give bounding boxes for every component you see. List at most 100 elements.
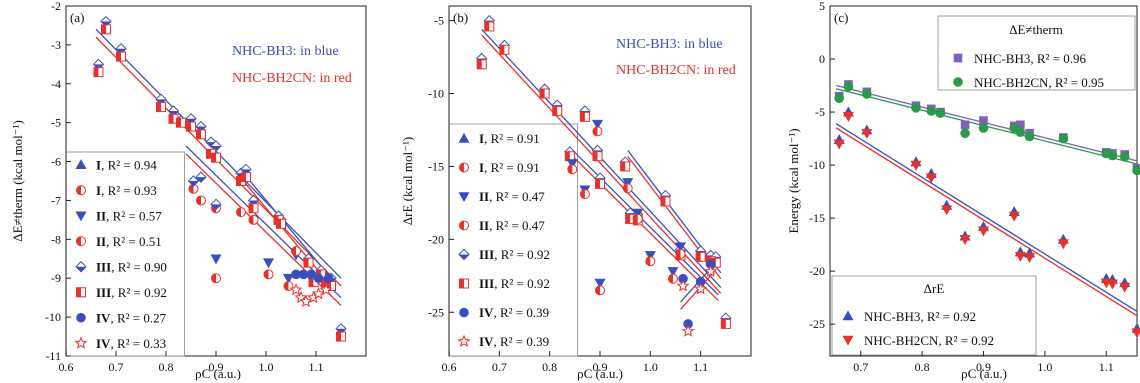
data-point xyxy=(579,111,590,122)
data-point xyxy=(476,59,487,70)
legend: I, R² = 0.91 I, R² = 0.91 II, R² = 0.47 II,… xyxy=(449,123,578,357)
legend: I, R² = 0.94 I, R² = 0.93 II, R² = 0.57 II,… xyxy=(66,151,185,357)
x-tick-label: 0.8 xyxy=(542,360,557,374)
y-tick-label: -10 xyxy=(45,310,61,324)
data-point xyxy=(306,269,316,280)
data-point xyxy=(660,196,671,207)
data-point xyxy=(567,164,578,175)
data-point xyxy=(1131,328,1140,339)
data-point xyxy=(156,102,166,113)
legend-marker xyxy=(74,336,88,349)
data-point xyxy=(1014,252,1026,262)
y-tick-label: -2 xyxy=(51,0,61,13)
data-point xyxy=(196,129,206,140)
x-axis-label: ρC (a.u.) xyxy=(961,366,1007,381)
legend-marker xyxy=(458,132,470,143)
data-point xyxy=(336,331,346,342)
data-point xyxy=(210,198,222,211)
data-point xyxy=(911,103,921,113)
data-point xyxy=(595,178,605,189)
data-point xyxy=(1024,131,1035,142)
data-point xyxy=(303,257,314,268)
legend-label: I, R² = 0.93 xyxy=(96,183,157,198)
data-point xyxy=(1107,150,1118,161)
legend-marker xyxy=(458,248,470,261)
legend-marker xyxy=(76,287,86,298)
data-point xyxy=(592,151,603,162)
legend-marker xyxy=(953,53,963,63)
data-point xyxy=(211,273,221,284)
fit-line xyxy=(835,127,1138,317)
data-point xyxy=(312,286,325,300)
data-point xyxy=(595,285,605,296)
data-point xyxy=(960,120,970,130)
color-note-blue: NHC-BH3: in blue xyxy=(232,44,339,59)
legend-marker xyxy=(75,261,87,273)
x-tick-label: 1.0 xyxy=(1037,360,1052,374)
data-point xyxy=(959,235,971,245)
legend-label: II, R² = 0.47 xyxy=(479,218,545,233)
legend-marker xyxy=(76,312,86,323)
data-point xyxy=(675,242,687,253)
data-point xyxy=(622,178,634,189)
legend-top: ΔE≠therm NHC-BH3, R² = 0.96 NHC-BH2CN, R² … xyxy=(937,15,1136,91)
legend-title: ΔE≠therm xyxy=(1009,22,1063,37)
x-axis-label: ρC (a.u.) xyxy=(195,366,241,381)
legend-marker xyxy=(457,334,471,348)
y-axis-label: ΔrE (kcal mol⁻¹) xyxy=(400,137,415,225)
y-tick-label: -15 xyxy=(428,159,444,173)
x-tick-label: 1.1 xyxy=(309,360,324,374)
legend-marker xyxy=(842,335,854,346)
data-point xyxy=(291,246,301,256)
legend-marker xyxy=(953,77,963,87)
x-tick-label: 0.9 xyxy=(209,360,224,374)
data-point xyxy=(720,318,731,329)
data-point xyxy=(335,323,347,335)
legend-label: III, R² = 0.92 xyxy=(479,247,550,262)
data-point xyxy=(1119,151,1130,162)
y-tick-label: -6 xyxy=(51,155,61,169)
data-point xyxy=(276,218,286,229)
data-point xyxy=(667,273,678,284)
legend-label: II, R² = 0.51 xyxy=(96,234,162,249)
x-tick-label: 0.7 xyxy=(853,360,868,374)
data-point xyxy=(910,160,922,171)
data-point xyxy=(978,123,989,133)
data-point xyxy=(101,24,111,35)
legend-label: III, R² = 0.92 xyxy=(96,285,167,300)
data-point xyxy=(1057,239,1069,250)
data-point xyxy=(240,163,252,176)
data-point xyxy=(1024,253,1036,263)
data-point xyxy=(282,273,295,284)
legend-marker xyxy=(459,162,469,173)
legend-marker xyxy=(459,220,469,231)
data-point xyxy=(186,121,196,132)
data-point xyxy=(1058,133,1069,144)
data-point xyxy=(176,117,186,128)
data-point xyxy=(1132,165,1140,176)
panel-label: (c) xyxy=(834,10,848,25)
data-point xyxy=(319,283,333,296)
data-point xyxy=(694,282,708,295)
data-point xyxy=(167,105,180,117)
data-point xyxy=(695,251,706,262)
data-point xyxy=(539,88,550,99)
data-point xyxy=(676,279,690,292)
data-point xyxy=(667,267,679,278)
legend-label: IV, R² = 0.27 xyxy=(96,310,167,325)
x-tick-label: 0.7 xyxy=(492,360,507,374)
data-point xyxy=(979,116,988,125)
y-tick-label: -3 xyxy=(51,38,61,52)
data-point xyxy=(861,128,873,139)
data-point xyxy=(1008,211,1020,222)
legend-label: III, R² = 0.90 xyxy=(96,259,167,274)
data-point xyxy=(499,44,510,55)
legend-title: ΔrE xyxy=(924,281,945,296)
data-point xyxy=(620,161,631,172)
x-tick-label: 1.1 xyxy=(1099,360,1114,374)
data-point xyxy=(1016,120,1025,130)
y-tick-label: -25 xyxy=(428,305,444,319)
legend-label: I, R² = 0.91 xyxy=(479,160,540,175)
data-point xyxy=(681,324,695,337)
